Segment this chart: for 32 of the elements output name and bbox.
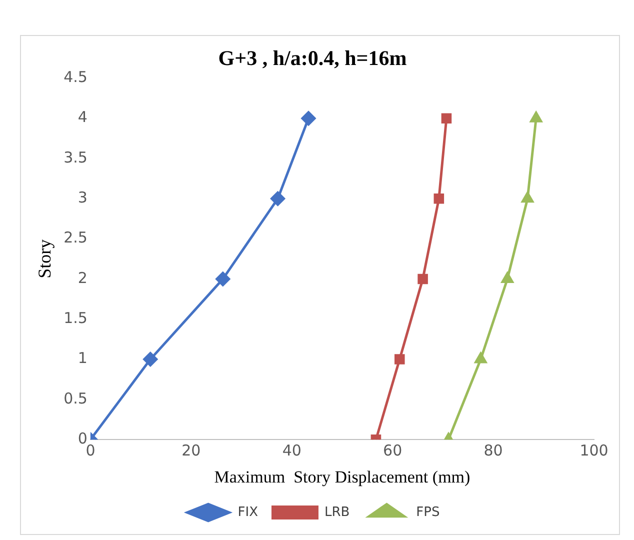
y-axis-title: Story <box>34 239 55 278</box>
point <box>270 191 286 206</box>
y-tick-label: 4 <box>78 108 88 126</box>
legend-label: FIX <box>238 504 258 520</box>
point <box>301 111 316 126</box>
y-tick-label: 1 <box>78 349 88 368</box>
point <box>474 352 487 364</box>
point <box>530 112 542 122</box>
x-axis-title: Maximum Story Displacement (mm) <box>214 467 470 486</box>
x-tick-label: 20 <box>182 441 201 460</box>
y-tick-label: 0.5 <box>64 389 88 408</box>
y-tick-label: 3 <box>78 188 88 207</box>
chart-title: G+3 , h/a:0.4, h=16m <box>218 46 408 70</box>
point <box>522 192 534 203</box>
y-tick-label: 1.5 <box>64 309 88 328</box>
legend-label: LRB <box>324 504 350 520</box>
y-tick-label: 4.5 <box>64 68 88 86</box>
y-tick-label: 0 <box>78 429 88 448</box>
point <box>441 113 452 124</box>
y-tick-label: 3.5 <box>64 148 88 166</box>
x-tick-label: 80 <box>484 441 503 460</box>
point <box>418 274 428 284</box>
point <box>394 354 405 364</box>
x-tick-label: 60 <box>383 441 402 460</box>
x-tick-label: 40 <box>282 441 302 460</box>
legend-label: FPS <box>416 504 440 520</box>
y-tick-label: 2 <box>78 268 88 287</box>
x-tick-label: 100 <box>580 441 608 460</box>
y-tick-label: 2.5 <box>64 228 88 247</box>
point <box>216 272 230 286</box>
point <box>501 272 514 283</box>
point <box>434 194 444 204</box>
